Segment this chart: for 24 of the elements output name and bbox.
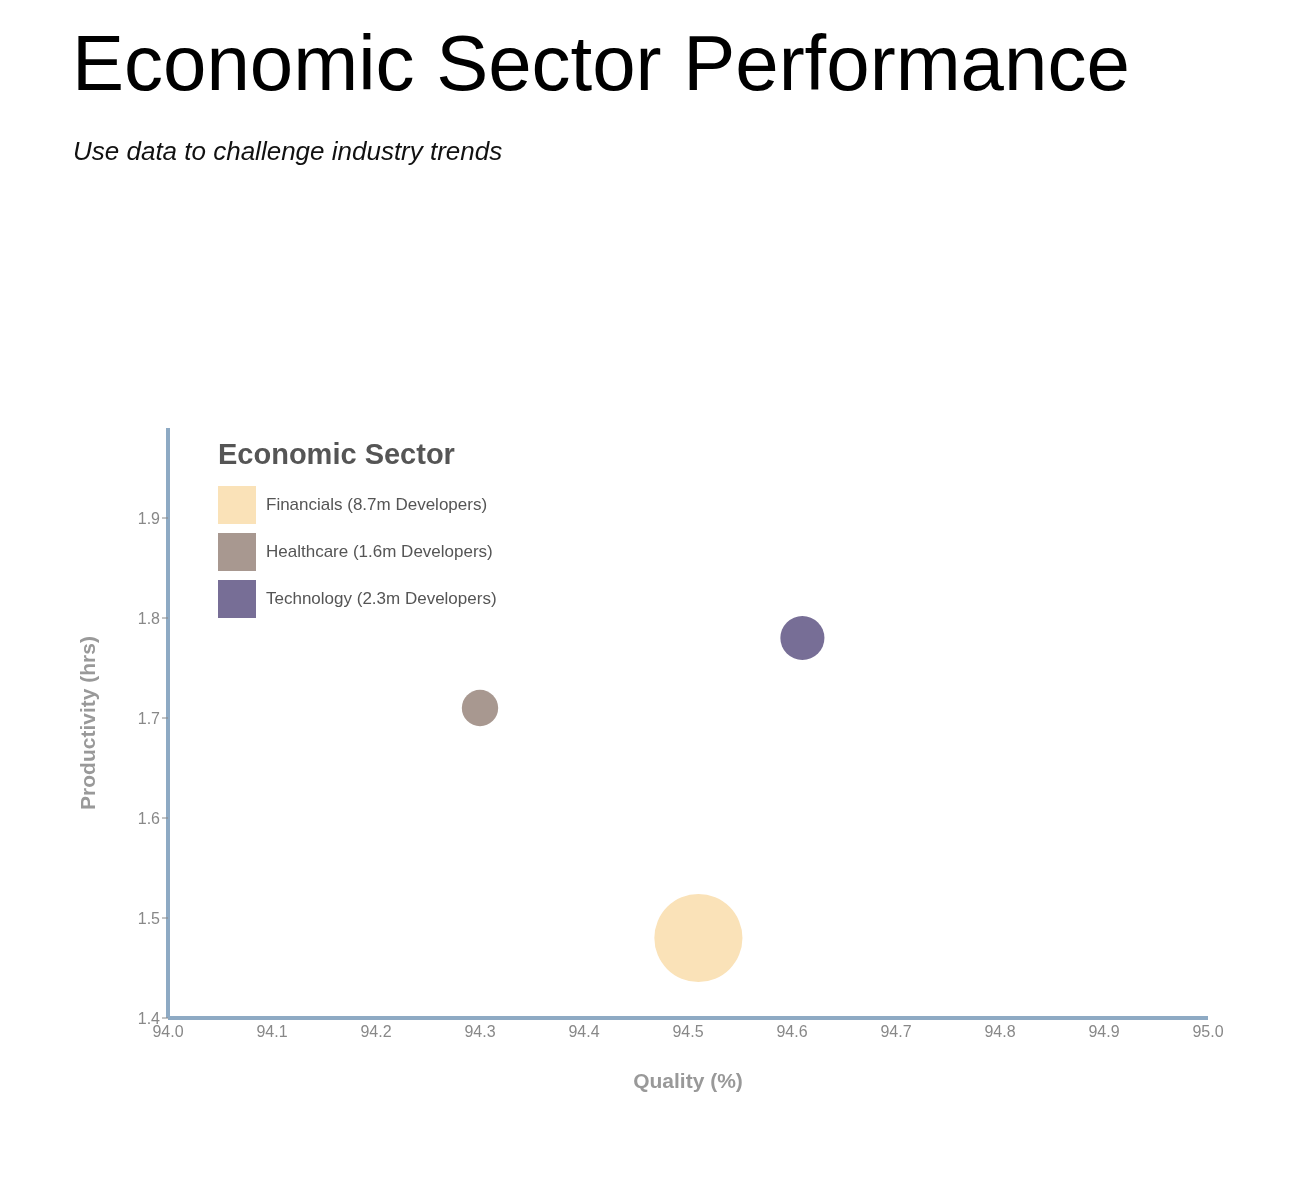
x-tick-label: 94.4: [568, 1023, 600, 1041]
x-tick-label: 94.8: [984, 1023, 1016, 1041]
chart-title: Economic Sector Performance: [72, 18, 1130, 109]
y-tick-label: 1.6: [137, 809, 161, 827]
legend-title: Economic Sector: [218, 438, 456, 471]
x-tick-label: 95.0: [1192, 1023, 1224, 1041]
y-tick-label: 1.9: [137, 509, 161, 527]
x-tick-label: 94.2: [360, 1023, 392, 1041]
y-axis-title: Productivity (hrs): [76, 636, 100, 810]
x-tick-label: 94.3: [464, 1023, 496, 1041]
x-tick-label: 94.0: [152, 1023, 184, 1041]
legend-label: Financials (8.7m Developers): [266, 494, 488, 515]
y-tick-label: 1.7: [137, 709, 161, 727]
y-tick-label: 1.8: [137, 609, 161, 627]
x-tick-label: 94.1: [256, 1023, 288, 1041]
legend-label: Healthcare (1.6m Developers): [266, 541, 493, 562]
y-tick-label: 1.5: [137, 909, 161, 927]
chart-subtitle: Use data to challenge industry trends: [73, 136, 503, 167]
x-tick-label: 94.7: [880, 1023, 912, 1041]
x-axis-title: Quality (%): [633, 1069, 743, 1092]
x-tick-label: 94.6: [776, 1023, 808, 1041]
x-tick-label: 94.9: [1088, 1023, 1120, 1041]
legend-label: Technology (2.3m Developers): [266, 588, 497, 609]
x-tick-label: 94.5: [672, 1023, 704, 1041]
